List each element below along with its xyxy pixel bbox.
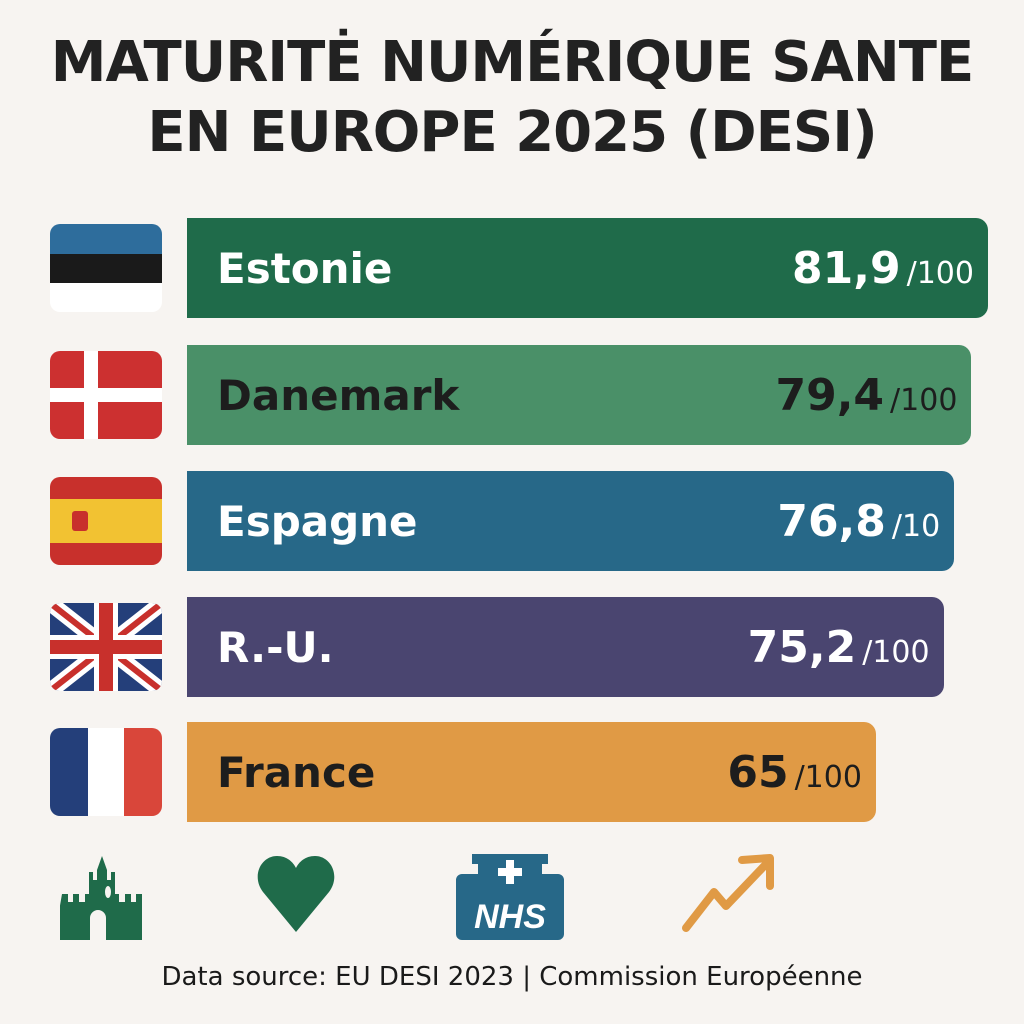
heart-icon [257, 856, 335, 932]
icon-row: NHS [0, 840, 1024, 940]
value-text: 79,4 [775, 369, 885, 421]
chart-title: MATURITĖ NUMÉRIQUE SANTE EN EUROPE 2025 … [0, 28, 1024, 168]
data-label: 65/100 [727, 747, 862, 798]
data-label: 76,8/10 [777, 496, 940, 547]
castle-icon [60, 856, 142, 940]
data-label: 79,4/100 [775, 370, 957, 421]
bar-row: Espagne 76,8/10 [0, 471, 1024, 571]
bar-row: France 65/100 [0, 722, 1024, 822]
spain-flag [50, 477, 162, 565]
france-flag [50, 728, 162, 816]
bar: R.-U. 75,2/100 [187, 597, 944, 697]
denmark-flag [50, 351, 162, 439]
title-line-1: MATURITĖ NUMÉRIQUE SANTE [50, 30, 974, 95]
max-text: /100 [906, 255, 974, 291]
value-text: 81,9 [792, 242, 901, 294]
data-source: Data source: EU DESI 2023 | Commission E… [161, 962, 863, 992]
title-line-2: EN EUROPE 2025 (DESI) [147, 100, 877, 165]
value-text: 76,8 [777, 495, 886, 547]
max-text: /100 [862, 634, 930, 670]
max-text: /100 [794, 759, 862, 795]
max-text: /10 [891, 508, 941, 544]
bar-label: R.-U. [217, 622, 334, 672]
uk-flag [50, 603, 162, 691]
trend-up-icon [682, 854, 774, 932]
nhs-text: NHS [474, 898, 546, 936]
max-text: /100 [890, 382, 958, 418]
bar-row: R.-U. 75,2/100 [0, 597, 1024, 697]
bar-label: France [217, 747, 376, 797]
bar-label: Espagne [217, 496, 418, 546]
value-text: 75,2 [747, 621, 857, 673]
bar: Estonie 81,9/100 [187, 218, 988, 318]
estonia-flag [50, 224, 162, 312]
bar-label: Danemark [217, 370, 460, 420]
data-label: 75,2/100 [748, 622, 930, 673]
nhs-icon: NHS [456, 854, 564, 940]
bar-label: Estonie [217, 243, 393, 293]
bar: Espagne 76,8/10 [187, 471, 955, 571]
value-text: 65 [727, 746, 789, 798]
data-label: 81,9/100 [792, 243, 974, 294]
bar-row: Danemark 79,4/100 [0, 345, 1024, 445]
bar: Danemark 79,4/100 [187, 345, 972, 445]
bar-row: Estonie 81,9/100 [0, 218, 1024, 318]
bar: France 65/100 [187, 722, 876, 822]
